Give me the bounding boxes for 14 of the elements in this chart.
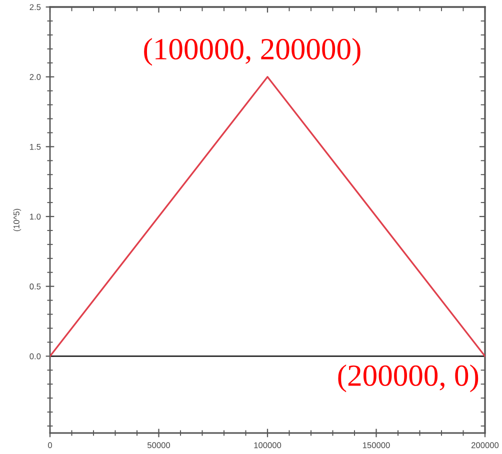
y-tick-label: 2.5 [30, 4, 41, 10]
y-tick-label: 0.5 [30, 284, 41, 290]
y-tick-label: 1.0 [30, 214, 41, 220]
y-tick-label: 0.0 [30, 353, 41, 360]
x-tick-label: 150000 [362, 442, 390, 448]
y-tick-label: 2.0 [30, 74, 41, 80]
annotation: (100000, 200000) [144, 38, 360, 66]
x-tick-label: 100000 [254, 442, 282, 448]
annotation: (200000, 0) [338, 364, 478, 392]
x-tick-label: 0 [48, 442, 52, 448]
x-tick-label: 50000 [148, 442, 170, 448]
y-tick-label: 1.5 [30, 144, 41, 150]
x-tick-label: 200000 [472, 442, 499, 448]
y-axis-title: (10^5) [13, 208, 22, 232]
